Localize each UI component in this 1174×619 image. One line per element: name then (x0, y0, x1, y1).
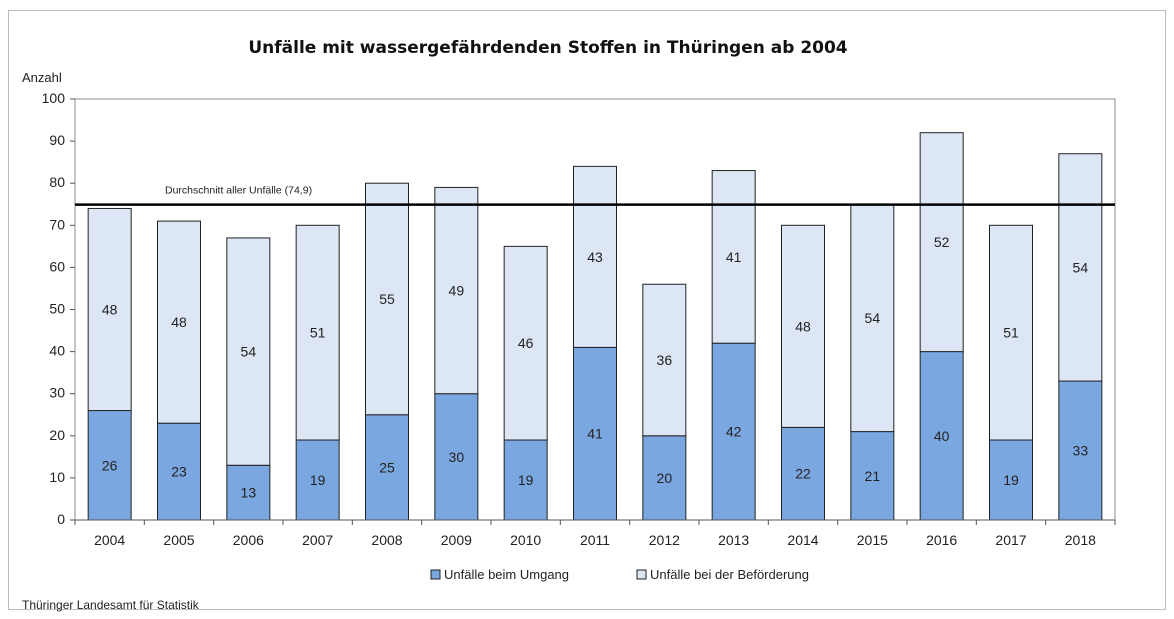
x-tick-label: 2004 (94, 532, 125, 548)
chart-title: Unfälle mit wassergefährdenden Stoffen i… (248, 38, 847, 58)
data-label: 20 (657, 470, 673, 486)
x-tick-label: 2015 (857, 532, 888, 548)
y-tick-label: 90 (49, 132, 65, 148)
data-label: 55 (379, 291, 395, 307)
bar-befoerderung (781, 224, 825, 428)
source-note: Thüringer Landesamt für Statistik (22, 598, 200, 612)
data-label: 51 (1003, 325, 1019, 341)
x-tick-label: 2006 (233, 532, 264, 548)
bar-befoerderung (87, 207, 132, 412)
bar-umgang (781, 426, 825, 521)
data-label: 33 (1073, 443, 1089, 459)
bar-befoerderung (919, 132, 964, 353)
y-tick-label: 0 (57, 511, 65, 527)
data-label: 40 (934, 428, 950, 444)
bar-umgang (919, 351, 964, 521)
data-label: 26 (102, 457, 118, 473)
bar-befoerderung (226, 237, 271, 466)
data-label: 48 (795, 318, 811, 334)
bar-umgang (365, 414, 409, 521)
bar-umgang (850, 431, 895, 521)
legend-swatch-befoerderung (636, 569, 647, 580)
bar-befoerderung (573, 165, 617, 348)
bar-umgang (642, 435, 687, 521)
legend: Unfälle beim Umgang Unfälle bei der Beför… (430, 567, 809, 582)
data-label: 25 (379, 459, 395, 475)
x-tick-label: 2005 (163, 532, 194, 548)
x-tick-label: 2008 (371, 532, 402, 548)
data-label: 49 (449, 283, 465, 299)
data-label: 54 (241, 344, 257, 360)
data-label: 48 (102, 302, 118, 318)
data-label: 54 (865, 310, 881, 326)
y-tick-label: 80 (49, 174, 65, 190)
data-label: 19 (1003, 472, 1019, 488)
data-label: 41 (587, 426, 603, 442)
bar-befoerderung (295, 224, 340, 441)
bar-umgang (711, 342, 756, 521)
y-tick-label: 100 (42, 90, 66, 106)
y-tick-label: 30 (49, 385, 65, 401)
data-label: 21 (865, 468, 881, 484)
bar-befoerderung (434, 186, 479, 395)
y-tick-label: 20 (49, 427, 65, 443)
average-line-group: Durchschnitt aller Unfälle (74,9) (75, 185, 1115, 206)
x-tick-label: 2011 (580, 532, 610, 548)
bar-befoerderung (365, 182, 409, 416)
data-label: 19 (518, 472, 534, 488)
y-tick-label: 40 (49, 343, 65, 359)
data-label: 13 (241, 485, 257, 501)
axes-group: 0 10 20 30 40 50 60 70 80 90 100 2004 2005 2006 2007 20… (42, 90, 1116, 548)
legend-label-befoerderung: Unfälle bei der Beförderung (650, 567, 809, 582)
bar-befoerderung (1058, 153, 1103, 382)
data-label: 36 (657, 352, 673, 368)
data-label: 42 (726, 424, 742, 440)
data-label: 46 (518, 335, 534, 351)
data-label: 41 (726, 249, 742, 265)
y-tick-label: 60 (49, 258, 65, 274)
bar-befoerderung (503, 245, 548, 441)
bar-umgang (573, 346, 617, 521)
x-tick-label: 2007 (302, 532, 333, 548)
bar-befoerderung (989, 224, 1033, 441)
x-tick-label: 2009 (441, 532, 472, 548)
x-tick-label: 2014 (787, 532, 818, 548)
data-label: 22 (795, 466, 811, 482)
bar-befoerderung (642, 283, 687, 437)
data-labels-group: 26 48 23 48 13 54 19 51 25 55 30 49 19 46 41 43 20 36 42 41… (102, 234, 1088, 500)
x-tick-label: 2017 (995, 532, 1026, 548)
bar-befoerderung (711, 170, 756, 344)
legend-swatch-umgang (430, 569, 441, 580)
bar-umgang (989, 439, 1033, 521)
average-line-label: Durchschnitt aller Unfälle (74,9) (165, 185, 312, 197)
bar-befoerderung (850, 203, 895, 433)
x-tick-label: 2016 (926, 532, 957, 548)
legend-label-umgang: Unfälle beim Umgang (444, 567, 569, 582)
x-tick-label: 2013 (718, 532, 749, 548)
data-label: 51 (310, 325, 326, 341)
y-tick-label: 70 (49, 216, 65, 232)
data-label: 43 (587, 249, 603, 265)
y-axis-label: Anzahl (22, 70, 62, 85)
bar-befoerderung (157, 220, 201, 424)
y-tick-label: 10 (49, 469, 65, 485)
x-tick-label: 2010 (510, 532, 541, 548)
bars-group (87, 132, 1103, 521)
x-tick-label: 2012 (649, 532, 680, 548)
data-label: 19 (310, 472, 326, 488)
data-label: 54 (1073, 259, 1089, 275)
y-tick-label: 50 (49, 301, 65, 317)
data-label: 30 (449, 449, 465, 465)
data-label: 52 (934, 234, 950, 250)
data-label: 48 (171, 314, 187, 330)
data-label: 23 (171, 464, 187, 480)
x-tick-label: 2018 (1065, 532, 1096, 548)
